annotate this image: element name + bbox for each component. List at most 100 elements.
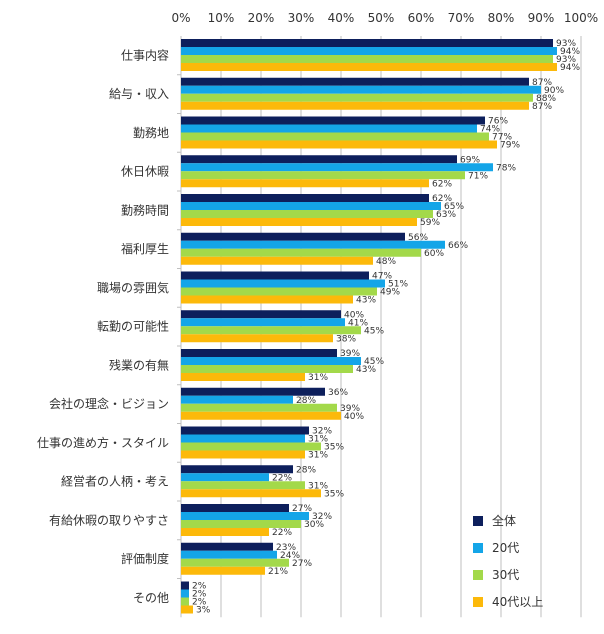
data-label: 94% <box>560 47 580 57</box>
data-label: 24% <box>280 551 300 561</box>
bar-4 <box>181 334 333 343</box>
bar-2 <box>181 163 493 172</box>
legend-swatch-2 <box>473 543 483 553</box>
category-label: 勤務地 <box>133 126 169 140</box>
data-label: 31% <box>308 451 328 461</box>
data-label: 51% <box>388 280 408 290</box>
bar-3 <box>181 287 377 296</box>
data-label: 87% <box>532 78 552 88</box>
data-label: 62% <box>432 179 452 189</box>
x-axis-ticks: 0% 10% 20% 30% 40% 50% 60% 70% 80% 90% 100% <box>171 11 598 25</box>
bar-3 <box>181 442 321 451</box>
bar-2 <box>181 240 445 249</box>
bar-4 <box>181 140 497 149</box>
bar-4 <box>181 450 305 459</box>
bar-2 <box>181 589 189 598</box>
legend-swatch-1 <box>473 516 483 526</box>
bars: 93%94%93%94%87%90%88%87%76%74%77%79%69%7… <box>181 39 580 616</box>
bar-4 <box>181 605 193 614</box>
data-label: 32% <box>312 427 332 437</box>
x-tick-label: 10% <box>208 11 235 25</box>
data-label: 47% <box>372 272 392 282</box>
data-label: 22% <box>272 473 292 483</box>
data-label: 41% <box>348 318 368 328</box>
bar-3 <box>181 55 553 63</box>
legend: 全体 20代 30代 40代以上 <box>473 513 543 609</box>
legend-label: 全体 <box>492 513 516 528</box>
bar-1 <box>181 232 405 241</box>
bar-2 <box>181 202 441 210</box>
data-label: 38% <box>336 334 356 344</box>
category-label: 給与・収入 <box>109 87 169 101</box>
data-label: 27% <box>292 559 312 569</box>
data-label: 36% <box>328 388 348 398</box>
data-label: 60% <box>424 249 444 259</box>
bar-1 <box>181 465 293 474</box>
x-tick-label: 0% <box>171 11 190 25</box>
data-label: 48% <box>376 257 396 267</box>
bar-3 <box>181 597 189 606</box>
bar-2 <box>181 395 293 404</box>
data-label: 35% <box>324 443 344 453</box>
data-label: 74% <box>480 125 500 135</box>
category-label: その他 <box>133 591 169 605</box>
bar-4 <box>181 528 269 536</box>
data-label: 45% <box>364 357 384 367</box>
bar-4 <box>181 256 373 265</box>
bar-4 <box>181 295 353 304</box>
data-label: 45% <box>364 326 384 336</box>
category-label: 会社の理念・ビジョン <box>49 396 169 411</box>
x-tick-label: 30% <box>288 11 315 25</box>
x-tick-label: 60% <box>408 11 435 25</box>
category-label: 職場の雰囲気 <box>97 280 169 295</box>
category-labels: 仕事内容給与・収入勤務地休日休暇勤務時間福利厚生職場の雰囲気転勤の可能性残業の有… <box>37 47 169 605</box>
bar-1 <box>181 271 369 280</box>
category-label: 評価制度 <box>121 551 169 566</box>
data-label: 87% <box>532 102 552 112</box>
bar-3 <box>181 132 489 141</box>
bar-1 <box>181 426 309 435</box>
data-label: 23% <box>276 543 296 553</box>
legend-label: 30代 <box>492 568 519 582</box>
bar-1 <box>181 504 289 512</box>
bar-4 <box>181 411 341 420</box>
data-label: 94% <box>560 63 580 73</box>
data-label: 2% <box>192 590 207 600</box>
bar-1 <box>181 349 337 357</box>
bar-3 <box>181 481 305 490</box>
data-label: 31% <box>308 373 328 383</box>
data-label: 78% <box>496 163 516 173</box>
data-label: 79% <box>500 141 520 151</box>
data-label: 28% <box>296 396 316 406</box>
bar-2 <box>181 434 305 443</box>
data-label: 62% <box>432 194 452 204</box>
data-label: 66% <box>448 241 468 251</box>
bar-2 <box>181 512 309 520</box>
data-label: 49% <box>380 288 400 298</box>
data-label: 63% <box>436 210 456 220</box>
data-label: 90% <box>544 86 564 96</box>
data-label: 39% <box>340 349 360 359</box>
category-label: 休日休暇 <box>121 165 169 179</box>
bar-1 <box>181 155 457 164</box>
data-label: 71% <box>468 171 488 181</box>
bar-4 <box>181 489 321 498</box>
data-label: 77% <box>492 133 512 143</box>
bar-3 <box>181 248 421 257</box>
bar-3 <box>181 403 337 412</box>
category-label: 残業の有無 <box>109 357 169 372</box>
bar-3 <box>181 558 289 567</box>
category-label: 経営者の人柄・考え <box>61 475 169 489</box>
bar-4 <box>181 218 417 226</box>
bar-2 <box>181 473 269 482</box>
data-label: 21% <box>268 567 288 577</box>
legend-label: 40代以上 <box>492 595 543 609</box>
x-tick-label: 100% <box>564 11 598 25</box>
bar-2 <box>181 318 345 327</box>
bar-1 <box>181 77 529 86</box>
category-label: 勤務時間 <box>121 203 169 217</box>
bar-4 <box>181 63 557 71</box>
category-label: 仕事の進め方・スタイル <box>37 435 169 450</box>
data-label: 27% <box>292 504 312 514</box>
x-tick-label: 70% <box>448 11 475 25</box>
